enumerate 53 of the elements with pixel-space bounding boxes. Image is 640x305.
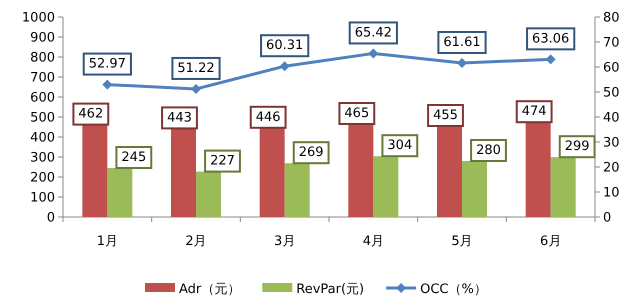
data-label: 63.06 bbox=[532, 31, 570, 46]
y-tick-label: 100 bbox=[30, 190, 55, 206]
data-label: 51.22 bbox=[177, 60, 215, 76]
x-tick-label: 4月 bbox=[362, 234, 384, 249]
data-label: 280 bbox=[476, 143, 501, 158]
y2-tick-label: 20 bbox=[603, 160, 620, 176]
data-label: 60.31 bbox=[266, 38, 304, 54]
data-label: 455 bbox=[433, 108, 458, 123]
legend-label: Adr（元） bbox=[179, 282, 240, 297]
y-tick-label: 600 bbox=[30, 90, 55, 106]
y2-tick-label: 50 bbox=[603, 86, 620, 100]
data-label: 245 bbox=[121, 150, 146, 165]
y2-tick-label: 70 bbox=[603, 36, 620, 50]
point bbox=[368, 48, 378, 58]
data-label: 304 bbox=[387, 138, 412, 154]
y2-tick-label: 80 bbox=[603, 10, 620, 26]
data-label: 227 bbox=[210, 154, 235, 169]
x-tick-label: 3月 bbox=[274, 234, 296, 249]
data-label: 299 bbox=[564, 139, 590, 154]
x-tick-label: 6月 bbox=[540, 234, 562, 249]
y-tick-label: 300 bbox=[30, 150, 55, 166]
y2-tick-label: 30 bbox=[603, 136, 620, 150]
data-label: 269 bbox=[298, 145, 324, 160]
point bbox=[457, 58, 467, 68]
data-label: 474 bbox=[522, 104, 547, 120]
point bbox=[546, 54, 556, 64]
y-tick-label: 900 bbox=[30, 30, 55, 46]
legend-label: RevPar(元) bbox=[296, 282, 364, 297]
y2-tick-label: 40 bbox=[603, 110, 620, 126]
y-tick-label: 800 bbox=[30, 50, 55, 66]
y2-tick-label: 60 bbox=[603, 60, 620, 76]
legend-label: OCC（%） bbox=[420, 282, 487, 297]
y-tick-label: 500 bbox=[30, 110, 55, 126]
data-label: 443 bbox=[167, 110, 192, 126]
y-tick-label: 200 bbox=[30, 170, 55, 186]
y-tick-label: 400 bbox=[30, 130, 55, 146]
data-label: 465 bbox=[344, 106, 370, 121]
data-label: 52.97 bbox=[88, 56, 126, 72]
y2-tick-label: 10 bbox=[603, 186, 620, 200]
y-tick-label: 0 bbox=[46, 210, 55, 226]
data-label: 462 bbox=[78, 106, 104, 122]
y-tick-label: 700 bbox=[30, 70, 55, 86]
x-tick-label: 2月 bbox=[185, 234, 207, 249]
y2-tick-label: 0 bbox=[603, 210, 612, 226]
point bbox=[191, 84, 201, 94]
x-tick-label: 5月 bbox=[451, 234, 473, 249]
y-tick-label: 1000 bbox=[22, 10, 55, 26]
data-label: 446 bbox=[256, 110, 281, 125]
point bbox=[102, 80, 112, 90]
x-tick-label: 1月 bbox=[96, 234, 118, 249]
point bbox=[280, 61, 290, 72]
data-label: 65.42 bbox=[354, 25, 392, 40]
data-label: 61.61 bbox=[443, 34, 481, 50]
